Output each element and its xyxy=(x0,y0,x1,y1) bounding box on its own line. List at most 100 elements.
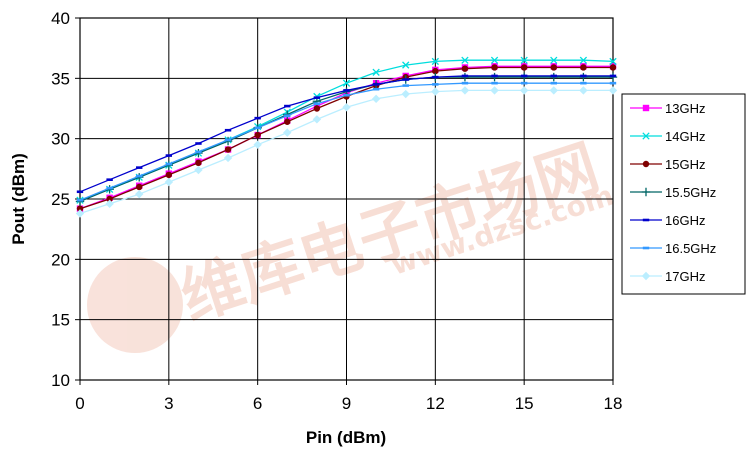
data-point xyxy=(106,178,113,181)
data-point xyxy=(312,115,322,124)
legend-swatch-marker xyxy=(642,160,650,168)
data-point xyxy=(165,162,173,166)
data-point xyxy=(165,154,173,157)
data-point xyxy=(224,138,232,142)
data-point xyxy=(76,190,84,194)
legend-label: 15.5GHz xyxy=(665,185,716,200)
data-point xyxy=(402,78,409,81)
x-tick-label: 12 xyxy=(426,394,445,413)
data-point xyxy=(609,74,617,78)
data-point xyxy=(195,150,202,154)
data-point xyxy=(401,89,410,99)
data-point xyxy=(432,67,439,75)
legend-swatch-marker xyxy=(641,187,651,197)
data-point xyxy=(608,86,618,95)
data-point xyxy=(550,81,557,85)
data-point xyxy=(549,86,558,95)
series-17GHz xyxy=(75,86,618,218)
data-point xyxy=(75,209,85,218)
data-point xyxy=(194,165,203,175)
data-point xyxy=(195,159,202,166)
legend-label: 14GHz xyxy=(665,129,705,144)
data-point xyxy=(461,56,469,64)
data-point xyxy=(136,174,143,178)
watermark-logo-icon xyxy=(87,257,183,353)
data-point xyxy=(491,81,498,85)
x-tick-label: 15 xyxy=(515,394,534,413)
data-point xyxy=(550,64,557,71)
data-point xyxy=(490,56,499,64)
data-point xyxy=(432,75,439,79)
legend-label: 15GHz xyxy=(665,157,705,172)
data-point xyxy=(136,166,143,169)
y-tick-label: 40 xyxy=(51,9,70,28)
data-point xyxy=(461,65,469,72)
data-point xyxy=(106,195,113,203)
legend-swatch-marker xyxy=(642,104,650,112)
legend-item-16GHz: 16GHz xyxy=(630,213,705,228)
data-point xyxy=(105,199,114,209)
data-point xyxy=(254,131,261,139)
legend-box xyxy=(621,93,746,295)
legend-label: 17GHz xyxy=(665,269,705,284)
data-point xyxy=(461,74,469,78)
x-tick-label: 9 xyxy=(342,394,351,413)
data-point xyxy=(343,93,350,97)
data-point xyxy=(371,94,381,104)
data-point xyxy=(579,56,588,64)
legend-swatch-marker xyxy=(642,246,650,250)
data-point xyxy=(106,186,113,190)
data-point xyxy=(313,102,321,105)
data-point xyxy=(76,205,84,212)
data-point xyxy=(491,74,498,78)
legend-item-13GHz: 13GHz xyxy=(630,101,705,116)
legend-swatch-marker xyxy=(641,271,651,281)
data-point xyxy=(254,116,261,120)
data-point xyxy=(342,79,351,87)
data-point xyxy=(402,84,409,87)
y-tick-label: 30 xyxy=(51,130,70,149)
y-tick-label: 35 xyxy=(51,69,70,88)
data-point xyxy=(164,177,174,187)
data-point xyxy=(284,104,291,108)
x-tick-label: 6 xyxy=(253,394,262,413)
data-point xyxy=(284,118,291,125)
data-point xyxy=(609,81,617,85)
data-point xyxy=(372,68,380,76)
data-point xyxy=(135,189,144,199)
y-tick-labels: 10 15 20 25 30 35 40 xyxy=(51,9,80,390)
legend-label: 16GHz xyxy=(665,213,705,228)
data-point xyxy=(520,64,528,71)
data-point xyxy=(165,171,173,179)
data-point xyxy=(313,105,321,112)
data-point xyxy=(609,64,617,71)
data-point xyxy=(579,86,588,95)
data-point xyxy=(519,86,529,95)
y-tick-label: 10 xyxy=(51,371,70,390)
y-tick-label: 25 xyxy=(51,190,70,209)
data-point xyxy=(491,64,498,71)
legend-item-17GHz: 17GHz xyxy=(630,269,705,284)
x-tick-label: 0 xyxy=(75,394,84,413)
data-point xyxy=(550,56,558,64)
data-point xyxy=(343,89,350,92)
data-point xyxy=(253,140,262,149)
series-16.5GHz xyxy=(76,81,617,202)
data-point xyxy=(460,86,470,95)
data-point xyxy=(223,153,233,163)
x-tick-label: 18 xyxy=(604,394,623,413)
series-16GHz xyxy=(76,74,617,194)
data-point xyxy=(254,126,261,130)
data-point xyxy=(431,87,440,96)
legend-item-15GHz: 15GHz xyxy=(630,157,705,172)
data-point xyxy=(224,146,232,153)
legend-label: 13GHz xyxy=(665,101,705,116)
data-point xyxy=(520,81,528,85)
legend-swatch-marker xyxy=(642,218,650,222)
legend-item-14GHz: 14GHz xyxy=(630,129,705,144)
data-point xyxy=(342,103,351,112)
legend-item-16.5GHz: 16.5GHz xyxy=(630,241,716,256)
data-point xyxy=(402,61,410,69)
y-tick-label: 15 xyxy=(51,311,70,330)
